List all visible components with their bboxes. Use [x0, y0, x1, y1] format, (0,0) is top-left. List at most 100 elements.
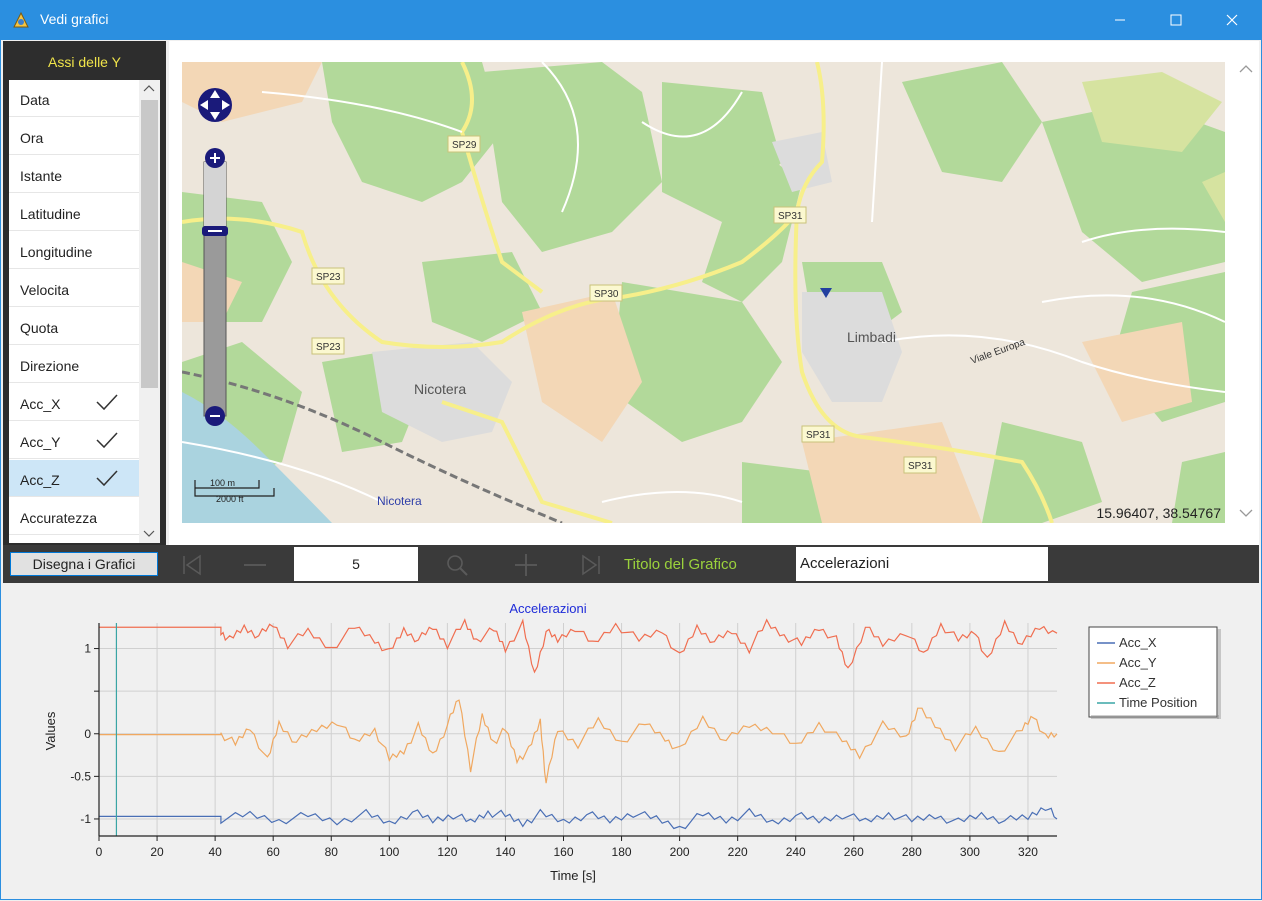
search-icon[interactable]: [444, 553, 470, 577]
x-tick-label: 20: [150, 845, 164, 859]
series-line-acc-y: [99, 699, 1058, 784]
map-roads: [182, 62, 1054, 523]
road-label-sp23-2: SP23: [316, 342, 341, 353]
place-label-limbadi: Limbadi: [847, 329, 896, 345]
x-tick-label: 40: [208, 845, 222, 859]
y-tick-label: 1: [84, 642, 91, 656]
y-tick-label: -1: [80, 812, 91, 826]
pan-control-icon[interactable]: [198, 88, 232, 122]
list-item-data[interactable]: Data: [9, 80, 139, 117]
x-tick-label: 120: [437, 845, 457, 859]
list-item-accuratezza[interactable]: Accuratezza: [9, 498, 139, 535]
map-place-labels: Nicotera Limbadi Nicotera: [377, 329, 896, 508]
x-tick-label: 0: [96, 845, 103, 859]
y-axes-title: Assi delle Y: [48, 54, 121, 70]
app-icon: [13, 11, 29, 28]
checkmark-icon: [96, 432, 118, 449]
skip-start-icon[interactable]: [179, 553, 205, 577]
map-scrollbar[interactable]: [1236, 60, 1256, 530]
minimize-icon: [1115, 19, 1125, 21]
step-input[interactable]: 5: [294, 547, 418, 581]
place-label-nicotera-2: Nicotera: [377, 494, 422, 508]
x-axis-label: Time [s]: [550, 868, 596, 883]
map-farmland-areas: [182, 62, 1192, 523]
chart-axes: 0 20 40 60 80 100 120 140 160 180 200 220 240 260 280 3…: [70, 623, 1057, 859]
legend-label: Time Position: [1119, 695, 1197, 710]
scroll-up-icon[interactable]: [143, 84, 155, 92]
map-canvas: SP29 SP31 SP23 SP23 SP30 SP31 SP31 Viale…: [182, 62, 1225, 523]
zoom-handle[interactable]: [202, 226, 228, 236]
x-tick-label: 200: [670, 845, 690, 859]
list-item-acc-y[interactable]: Acc_Y: [9, 422, 139, 459]
series-line-acc-x: [99, 807, 1058, 830]
list-item-ora[interactable]: Ora: [9, 118, 139, 155]
y-axis-label: Values: [43, 711, 58, 750]
close-button[interactable]: [1204, 0, 1260, 40]
map-railway: [182, 370, 563, 523]
road-label-sp30: SP30: [594, 289, 619, 300]
chart-legend: Acc_X Acc_Y Acc_Z Time Position: [1088, 626, 1221, 719]
road-label-sp31: SP31: [778, 211, 803, 222]
maximize-icon: [1170, 14, 1182, 26]
road-label-sp31-3: SP31: [908, 461, 933, 472]
chart-title: Accelerazioni: [509, 601, 586, 616]
list-item-istante[interactable]: Istante: [9, 156, 139, 193]
window-title: Vedi grafici: [40, 11, 109, 27]
x-tick-label: 60: [267, 845, 281, 859]
road-label-sp31-2: SP31: [806, 430, 831, 441]
chart-area: Accelerazioni 0 20 40 60 80 100 120 140 160 180 20…: [3, 583, 1259, 898]
scroll-down-icon[interactable]: [1239, 508, 1253, 518]
list-item-longitudine[interactable]: Longitudine: [9, 232, 139, 269]
window-titlebar: Vedi grafici: [0, 0, 1262, 40]
series-line-acc-z: [99, 618, 1058, 674]
scroll-up-icon[interactable]: [1239, 64, 1253, 74]
list-item-quota[interactable]: Quota: [9, 308, 139, 345]
x-tick-label: 100: [379, 845, 399, 859]
zoom-out-icon[interactable]: [205, 406, 225, 426]
scroll-down-icon[interactable]: [143, 530, 155, 538]
checkmark-icon: [96, 470, 118, 487]
list-scroll-thumb[interactable]: [141, 100, 158, 388]
plus-icon[interactable]: [513, 553, 539, 577]
list-item-acc-x[interactable]: Acc_X: [9, 384, 139, 421]
list-item-latitudine[interactable]: Latitudine: [9, 194, 139, 231]
scale-imperial: 2000 ft: [216, 494, 244, 504]
close-icon: [1226, 14, 1238, 26]
chart-series: [99, 618, 1058, 836]
map-minor-roads: [182, 62, 1225, 503]
maximize-button[interactable]: [1148, 0, 1204, 40]
list-item-direzione[interactable]: Direzione: [9, 346, 139, 383]
chart-grid: [98, 623, 1057, 836]
chart-title-label: Titolo del Grafico: [624, 556, 737, 573]
x-tick-label: 320: [1018, 845, 1038, 859]
road-label-viale-europa: Viale Europa: [969, 337, 1027, 367]
acceleration-chart[interactable]: Accelerazioni 0 20 40 60 80 100 120 140 160 180 20…: [3, 583, 1259, 898]
road-label-sp23: SP23: [316, 272, 341, 283]
zoom-slider[interactable]: [203, 161, 227, 417]
chart-toolbar: [3, 545, 1259, 583]
checkmark-icon: [96, 394, 118, 411]
list-item-velocita[interactable]: Velocita: [9, 270, 139, 307]
place-label-nicotera: Nicotera: [414, 381, 466, 397]
x-tick-label: 180: [612, 845, 632, 859]
skip-end-icon[interactable]: [578, 553, 604, 577]
map-coordinates: 15.96407, 38.54767: [1096, 505, 1221, 521]
x-tick-label: 140: [495, 845, 515, 859]
x-tick-label: 260: [844, 845, 864, 859]
legend-label: Acc_Z: [1119, 675, 1156, 690]
x-tick-label: 220: [728, 845, 748, 859]
draw-charts-button[interactable]: Disegna i Grafici: [10, 552, 158, 576]
y-tick-label: -0.5: [70, 769, 91, 783]
y-axes-list[interactable]: Data Ora Istante Latitudine Longitudine …: [9, 80, 160, 543]
chart-title-input[interactable]: Accelerazioni: [796, 547, 1048, 581]
legend-label: Acc_X: [1119, 635, 1157, 650]
minimize-button[interactable]: [1092, 0, 1148, 40]
map-scrub-areas: [1082, 72, 1225, 222]
x-tick-label: 160: [553, 845, 573, 859]
zoom-in-icon[interactable]: [205, 148, 225, 168]
minus-icon[interactable]: [242, 553, 268, 577]
list-item-acc-z[interactable]: Acc_Z: [9, 460, 139, 497]
map-view[interactable]: SP29 SP31 SP23 SP23 SP30 SP31 SP31 Viale…: [182, 62, 1225, 523]
map-scale: 100 m 2000 ft: [194, 478, 275, 504]
road-label-sp29: SP29: [452, 140, 477, 151]
